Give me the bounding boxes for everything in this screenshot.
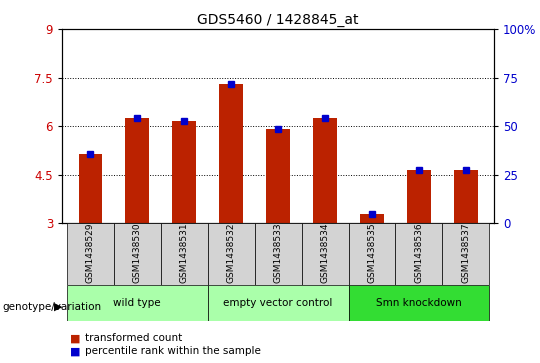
Bar (208, 223, 255, 285)
Text: GSM1438534: GSM1438534 (321, 223, 329, 283)
Text: transformed count: transformed count (85, 333, 183, 343)
Bar (172, 121, 196, 223)
Bar (219, 84, 243, 223)
Bar (301, 223, 348, 285)
Bar (114, 223, 161, 285)
Bar (395, 223, 442, 285)
Bar (348, 223, 395, 285)
Bar (67, 285, 208, 321)
Bar (67, 223, 114, 285)
Text: percentile rank within the sample: percentile rank within the sample (85, 346, 261, 356)
Text: GSM1438531: GSM1438531 (180, 223, 188, 283)
Text: ■: ■ (70, 346, 80, 356)
Bar (208, 285, 348, 321)
Text: wild type: wild type (113, 298, 161, 308)
Bar (313, 118, 337, 223)
Bar (161, 223, 208, 285)
Bar (266, 129, 290, 223)
Text: GSM1438529: GSM1438529 (86, 223, 95, 283)
Text: genotype/variation: genotype/variation (3, 302, 102, 312)
Text: ▶: ▶ (53, 302, 62, 312)
Bar (125, 118, 149, 223)
Bar (454, 170, 478, 223)
Text: ■: ■ (70, 333, 80, 343)
Bar (255, 223, 301, 285)
Title: GDS5460 / 1428845_at: GDS5460 / 1428845_at (197, 13, 359, 26)
Text: Smn knockdown: Smn knockdown (376, 298, 462, 308)
Text: GSM1438537: GSM1438537 (461, 223, 470, 283)
Text: empty vector control: empty vector control (224, 298, 333, 308)
Text: GSM1438536: GSM1438536 (415, 223, 423, 283)
Bar (442, 223, 489, 285)
Bar (348, 285, 489, 321)
Text: GSM1438535: GSM1438535 (368, 223, 376, 283)
Text: GSM1438532: GSM1438532 (227, 223, 235, 283)
Bar (78, 154, 102, 223)
Bar (360, 213, 384, 223)
Bar (407, 170, 431, 223)
Text: GSM1438530: GSM1438530 (133, 223, 141, 283)
Text: GSM1438533: GSM1438533 (274, 223, 282, 283)
